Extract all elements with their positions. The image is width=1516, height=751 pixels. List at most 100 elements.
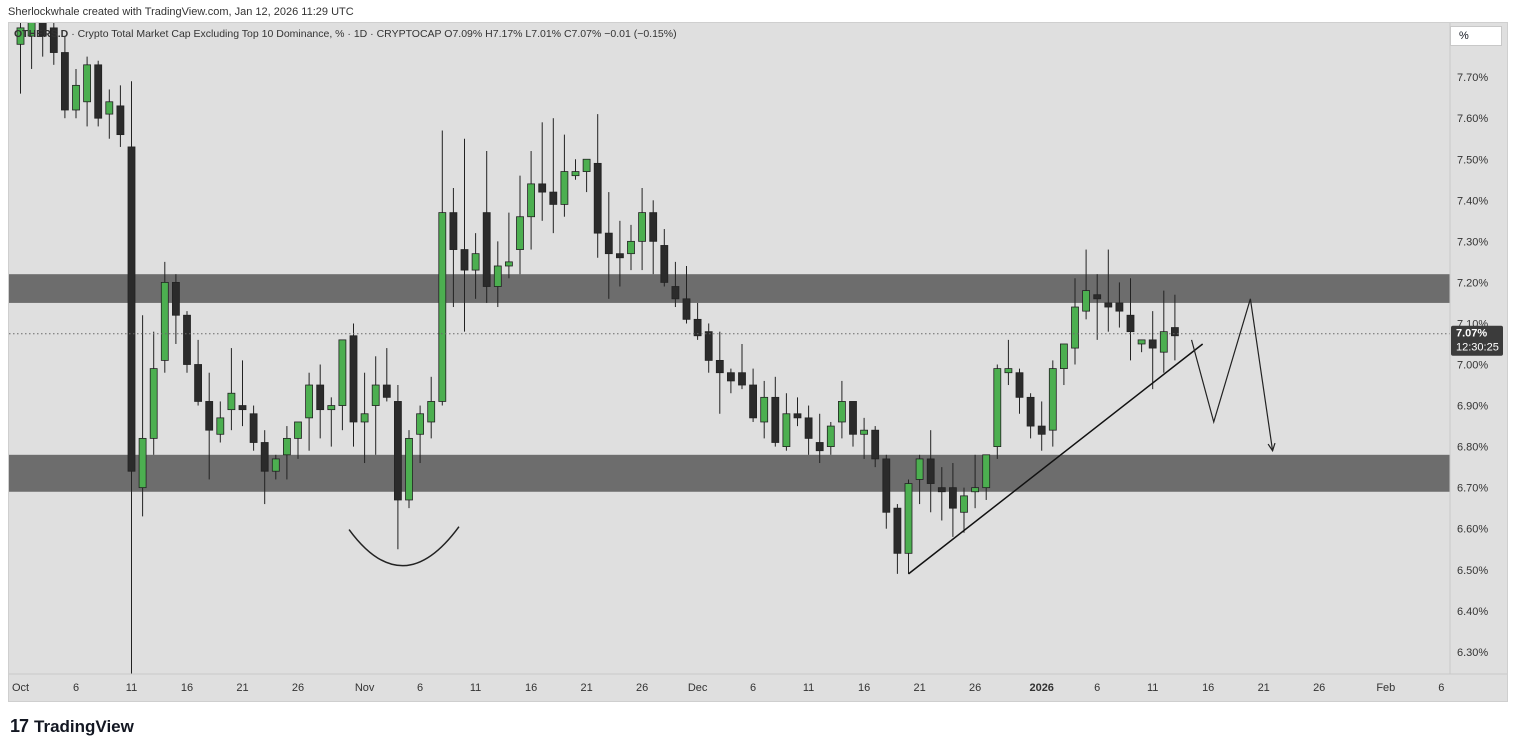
last-price-value: 7.07% <box>1456 328 1487 340</box>
x-tick-label: 11 <box>803 682 814 694</box>
candle-up <box>971 487 979 493</box>
y-tick-label: 7.40% <box>1457 195 1488 207</box>
candle-down <box>793 413 802 419</box>
candle-down <box>460 249 469 271</box>
resistance-zone <box>9 274 1450 303</box>
bar-countdown: 12:30:25 <box>1456 342 1499 354</box>
chart-pane[interactable] <box>8 22 1508 702</box>
candle-up <box>527 183 535 218</box>
x-tick-label: 26 <box>1313 682 1325 694</box>
candle-down <box>349 335 358 423</box>
candle-up <box>227 392 236 411</box>
x-tick-label: 16 <box>181 682 193 694</box>
x-tick-label: 6 <box>750 682 756 694</box>
candle-up <box>1071 306 1079 349</box>
percent-scale-button[interactable]: % <box>1450 26 1502 46</box>
candle-down <box>1126 314 1135 333</box>
x-tick-label: Oct <box>12 682 29 694</box>
candle-up <box>560 171 569 205</box>
candle-up <box>516 216 524 250</box>
candle-up <box>149 368 158 439</box>
candle-down <box>882 458 891 513</box>
x-tick-label: 11 <box>126 682 137 694</box>
candle-down <box>593 162 602 234</box>
candle-up <box>360 413 369 423</box>
candle-down <box>127 146 136 472</box>
candle-down <box>38 23 47 37</box>
x-tick-label: 21 <box>580 682 592 694</box>
candle-down <box>94 64 103 119</box>
candle-up <box>504 261 513 267</box>
candle-up <box>471 253 480 271</box>
candle-up <box>327 405 336 411</box>
candle-up <box>915 458 924 480</box>
candle-up <box>294 421 302 439</box>
candle-up <box>627 240 635 255</box>
tradingview-brand[interactable]: 17 TradingView <box>10 716 134 737</box>
candle-up <box>493 265 502 287</box>
candle-down <box>871 429 880 460</box>
candle-up <box>27 23 36 37</box>
candle-up <box>160 281 169 361</box>
candle-up <box>582 158 591 172</box>
candle-up <box>826 425 835 448</box>
candle-up <box>1137 339 1146 345</box>
chart-attribution: Sherlockwhale created with TradingView.c… <box>8 6 354 18</box>
candle-down <box>1104 302 1113 308</box>
x-tick-label: 6 <box>417 682 423 694</box>
y-tick-label: 6.60% <box>1457 524 1488 536</box>
candle-up <box>838 401 846 423</box>
candle-down <box>671 286 680 300</box>
candle-up <box>1048 368 1057 431</box>
x-tick-label: 26 <box>969 682 981 694</box>
candle-down <box>393 401 402 501</box>
candle-down <box>604 232 613 255</box>
candle-down <box>660 245 669 283</box>
x-tick-label: 6 <box>1094 682 1100 694</box>
candle-up <box>271 458 280 472</box>
candle-down <box>715 359 724 374</box>
x-tick-label: 16 <box>858 682 870 694</box>
candle-down <box>682 298 691 320</box>
candle-down <box>183 314 191 365</box>
candle-up <box>83 64 91 103</box>
candle-up <box>438 212 447 402</box>
y-tick-label: 7.20% <box>1457 277 1488 289</box>
candle-down <box>382 384 391 398</box>
candle-up <box>371 384 380 406</box>
x-tick-label: 11 <box>1147 682 1158 694</box>
candle-down <box>1037 425 1046 435</box>
candle-down <box>538 183 547 193</box>
candle-down <box>893 507 902 554</box>
candle-up <box>138 437 147 489</box>
candle-down <box>1115 302 1124 312</box>
candle-up <box>282 437 291 456</box>
candle-down <box>249 413 258 443</box>
candle-down <box>171 281 180 316</box>
legend-description: · Crypto Total Market Cap Excluding Top … <box>71 28 442 40</box>
tradingview-logo-icon: 17 <box>10 716 29 736</box>
legend-ohlc: O7.09% H7.17% L7.01% C7.07% −0.01 (−0.15… <box>444 28 677 40</box>
candle-up <box>782 413 791 448</box>
candle-up <box>405 437 413 501</box>
x-tick-label: Feb <box>1376 682 1395 694</box>
candle-down <box>649 212 658 242</box>
candle-down <box>727 372 735 382</box>
x-tick-label: 21 <box>1258 682 1270 694</box>
candle-down <box>926 458 935 484</box>
plot-area <box>9 23 1450 674</box>
y-tick-label: 6.90% <box>1457 401 1488 413</box>
candle-up <box>105 101 114 115</box>
candle-up <box>982 454 991 489</box>
x-tick-label: Nov <box>355 682 375 694</box>
candle-up <box>16 27 25 45</box>
candle-up <box>571 171 580 177</box>
candle-up <box>1082 290 1090 312</box>
x-tick-label: 16 <box>525 682 537 694</box>
candle-down <box>804 417 813 439</box>
x-tick-label: 6 <box>73 682 79 694</box>
candle-down <box>771 396 780 443</box>
y-tick-label: 6.70% <box>1457 483 1488 495</box>
legend-symbol[interactable]: OTHERS.D <box>14 28 69 40</box>
